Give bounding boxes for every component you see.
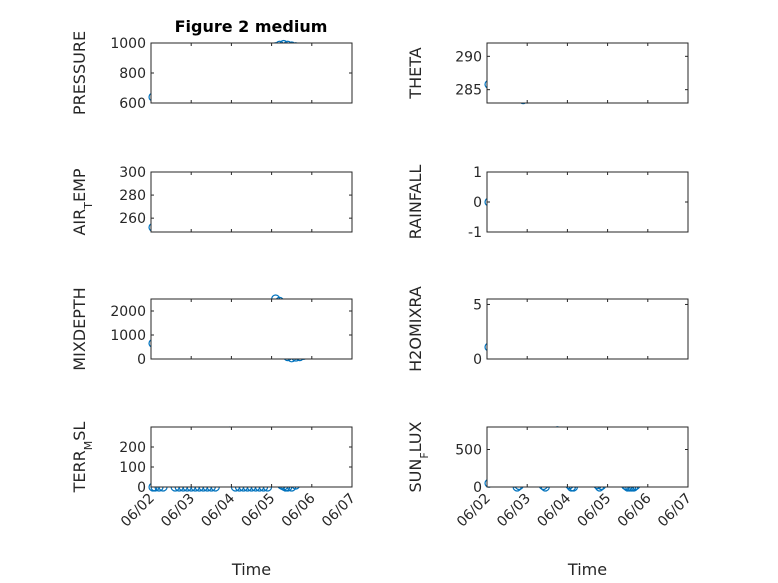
y-tick-label: 0 (137, 352, 146, 368)
y-tick-label: 0 (473, 352, 482, 368)
y-axis-label: MIXDEPTH (70, 287, 89, 370)
axes-frame (486, 171, 689, 233)
y-tick-label: 1 (473, 165, 482, 181)
y-tick-label: 285 (455, 83, 482, 99)
x-axis-label: Time (567, 560, 607, 579)
y-axis-label: PRESSURE (70, 31, 89, 115)
axes-frame (150, 42, 353, 104)
subplot-h2o-mixing: 0 5 H2OMIXRA (406, 286, 689, 372)
x-tick-label: 06/02 (118, 491, 158, 531)
subplot-rainfall: -1 0 1 RAINFALL (406, 165, 689, 241)
x-tick-label: 06/03 (494, 491, 534, 531)
y-tick-label: 2000 (110, 304, 146, 320)
axes-frame (150, 298, 353, 360)
subplot-air-temp: 260 280 300 AIRTEMP (70, 165, 353, 236)
subplot-mixdepth: 0 1000 2000 MIXDEPTH (70, 287, 353, 371)
subplot-pressure: 600 800 1000 PRESSURE (70, 31, 353, 115)
x-tick-label: 06/03 (158, 491, 198, 531)
axes-frame (486, 298, 689, 360)
axes-frame (150, 426, 353, 488)
y-tick-label: 600 (119, 96, 146, 112)
y-tick-label: 0 (473, 480, 482, 496)
y-tick-label: 100 (119, 460, 146, 476)
figure-title: Figure 2 medium (175, 17, 328, 36)
y-tick-label: 200 (119, 440, 146, 456)
y-tick-label: 800 (119, 66, 146, 82)
x-tick-label: 06/07 (655, 491, 695, 531)
y-axis-label: SUNFLUX (406, 421, 431, 492)
x-tick-label: 06/07 (319, 491, 359, 531)
y-tick-label: 300 (119, 165, 146, 181)
axes-frame (486, 426, 689, 488)
x-tick-label: 06/02 (454, 491, 494, 531)
x-tick-label: 06/04 (198, 490, 238, 530)
x-tick-label: 06/06 (279, 490, 319, 530)
y-tick-label: -1 (468, 225, 482, 241)
x-tick-label: 06/05 (239, 491, 279, 531)
y-axis-label: H2OMIXRA (406, 286, 425, 372)
y-axis-label: RAINFALL (406, 165, 425, 240)
y-tick-label: 0 (473, 195, 482, 211)
y-tick-label: 280 (119, 188, 146, 204)
x-tick-label: 06/04 (534, 490, 574, 530)
axes-frame (486, 42, 689, 104)
x-axis-label: Time (231, 560, 271, 579)
subplot-sun-flux: 0 500 06/02 06/03 06/04 06/05 06/06 06/07 SUNFLU… (406, 421, 695, 579)
axes-frame (150, 171, 353, 233)
y-tick-label: 260 (119, 211, 146, 227)
y-tick-label: 1000 (110, 328, 146, 344)
subplot-theta: 285 290 THETA (406, 42, 689, 105)
y-tick-label: 1000 (110, 36, 146, 52)
y-tick-label: 0 (137, 480, 146, 496)
y-tick-label: 290 (455, 49, 482, 65)
x-tick-label: 06/05 (575, 491, 615, 531)
subplot-terr-msl: 0 100 200 06/02 06/03 06/04 06/05 06/06 06/07 TER… (70, 422, 359, 579)
x-tick-label: 06/06 (615, 490, 655, 530)
y-axis-label: AIRTEMP (70, 168, 95, 235)
y-tick-label: 500 (455, 443, 482, 459)
y-axis-label: THETA (406, 47, 425, 99)
y-axis-label: TERRMSL (70, 422, 95, 494)
y-tick-label: 5 (473, 297, 482, 313)
